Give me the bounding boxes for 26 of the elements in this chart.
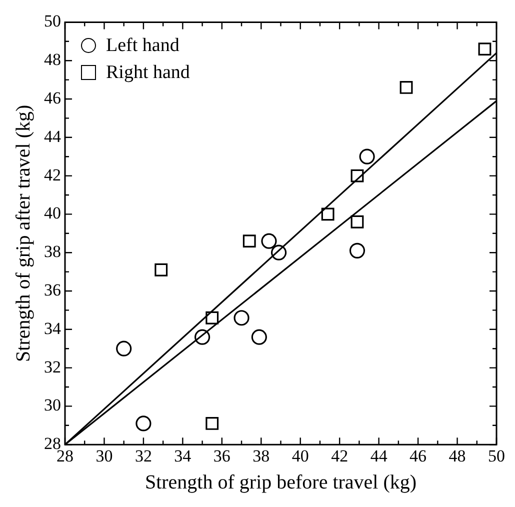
x-tick-label: 30 bbox=[96, 446, 113, 466]
x-tick-label: 44 bbox=[370, 446, 388, 466]
x-tick-label: 50 bbox=[488, 446, 505, 466]
x-tick-label: 32 bbox=[134, 446, 152, 466]
y-tick-label: 50 bbox=[44, 12, 61, 31]
y-tick-label: 32 bbox=[44, 357, 61, 376]
y-tick-label: 44 bbox=[44, 126, 62, 146]
x-axis-title: Strength of grip before travel (kg) bbox=[144, 471, 417, 494]
legend-label: Left hand bbox=[106, 34, 180, 58]
y-tick-label: 42 bbox=[44, 165, 61, 184]
x-tick-label: 48 bbox=[448, 446, 466, 466]
x-tick-label: 46 bbox=[410, 446, 427, 466]
y-tick-label: 38 bbox=[44, 242, 61, 262]
y-tick-label: 36 bbox=[44, 280, 61, 300]
x-tick-label: 42 bbox=[331, 446, 348, 466]
x-tick-label: 36 bbox=[213, 446, 230, 466]
y-tick-label: 48 bbox=[44, 50, 61, 70]
y-tick-label: 40 bbox=[44, 204, 61, 223]
y-tick-label: 34 bbox=[44, 318, 62, 338]
x-tick-label: 38 bbox=[252, 446, 270, 466]
y-axis-title: Strength of grip after travel (kg) bbox=[12, 104, 34, 362]
y-tick-label: 46 bbox=[44, 88, 61, 108]
y-tick-label: 30 bbox=[44, 396, 61, 415]
x-tick-label: 40 bbox=[292, 446, 309, 466]
x-tick-label: 34 bbox=[174, 446, 192, 466]
legend-label: Right hand bbox=[106, 61, 190, 86]
